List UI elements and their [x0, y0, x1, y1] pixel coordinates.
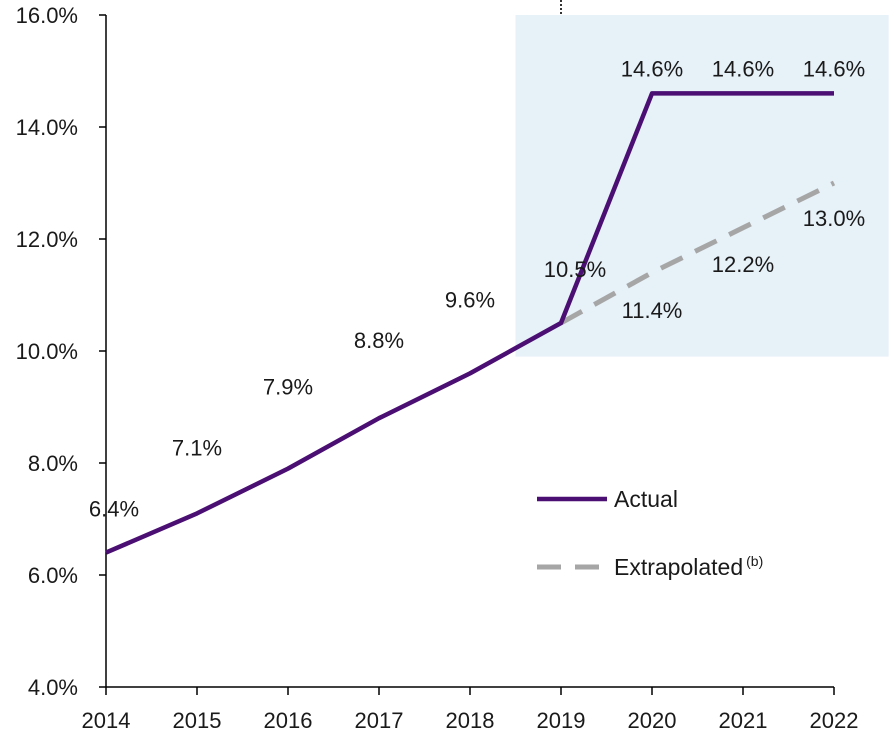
y-tick-label: 16.0% — [16, 3, 78, 28]
x-tick-label: 2016 — [264, 708, 313, 732]
x-tick-label: 2014 — [82, 708, 131, 732]
data-label-actual: 7.9% — [263, 375, 313, 400]
x-tick-label: 2022 — [810, 708, 859, 732]
x-tick-label: 2018 — [446, 708, 495, 732]
data-label-actual: 9.6% — [445, 287, 495, 312]
data-labels: 6.4% 7.1% 7.9% 8.8% 9.6% 10.5% 14.6% 14.6% 14.6%… — [89, 56, 865, 521]
legend-label-extrapolated-text: Extrapolated — [614, 554, 743, 580]
data-label-actual: 10.5% — [544, 257, 606, 282]
data-label-actual: 14.6% — [621, 56, 683, 81]
highlight-region — [515, 15, 889, 357]
y-tick-label: 14.0% — [16, 115, 78, 140]
legend: Actual Extrapolated (b) — [537, 486, 763, 580]
data-label-actual: 14.6% — [803, 56, 865, 81]
legend-label-actual: Actual — [614, 486, 678, 512]
series-line-actual — [105, 91, 834, 555]
data-label-actual: 7.1% — [172, 435, 222, 460]
y-tick-label: 10.0% — [16, 339, 78, 364]
y-tick-label: 4.0% — [28, 675, 78, 700]
x-tick-label: 2020 — [628, 708, 677, 732]
y-tick-label: 12.0% — [16, 227, 78, 252]
x-tick-label: 2015 — [173, 708, 222, 732]
data-label-extrapolated: 11.4% — [622, 298, 683, 323]
x-tick-label: 2021 — [719, 708, 768, 732]
x-tick-label: 2019 — [537, 708, 586, 732]
data-label-actual: 8.8% — [354, 328, 404, 353]
data-label-extrapolated: 12.2% — [712, 252, 774, 277]
data-label-actual: 6.4% — [89, 497, 139, 522]
axes: 4.0% 6.0% 8.0% 10.0% 12.0% 14.0% 16.0% 2014 2015… — [16, 3, 859, 732]
series-line-extrapolated — [559, 180, 836, 326]
data-label-actual: 14.6% — [712, 56, 774, 81]
x-tick-label: 2017 — [355, 708, 404, 732]
legend-label-superscript: (b) — [746, 553, 763, 569]
y-tick-label: 8.0% — [28, 451, 78, 476]
data-label-extrapolated: 13.0% — [803, 206, 865, 231]
y-tick-label: 6.0% — [28, 563, 78, 588]
legend-label-extrapolated: Extrapolated (b) — [614, 553, 763, 580]
series-layer — [105, 91, 836, 555]
